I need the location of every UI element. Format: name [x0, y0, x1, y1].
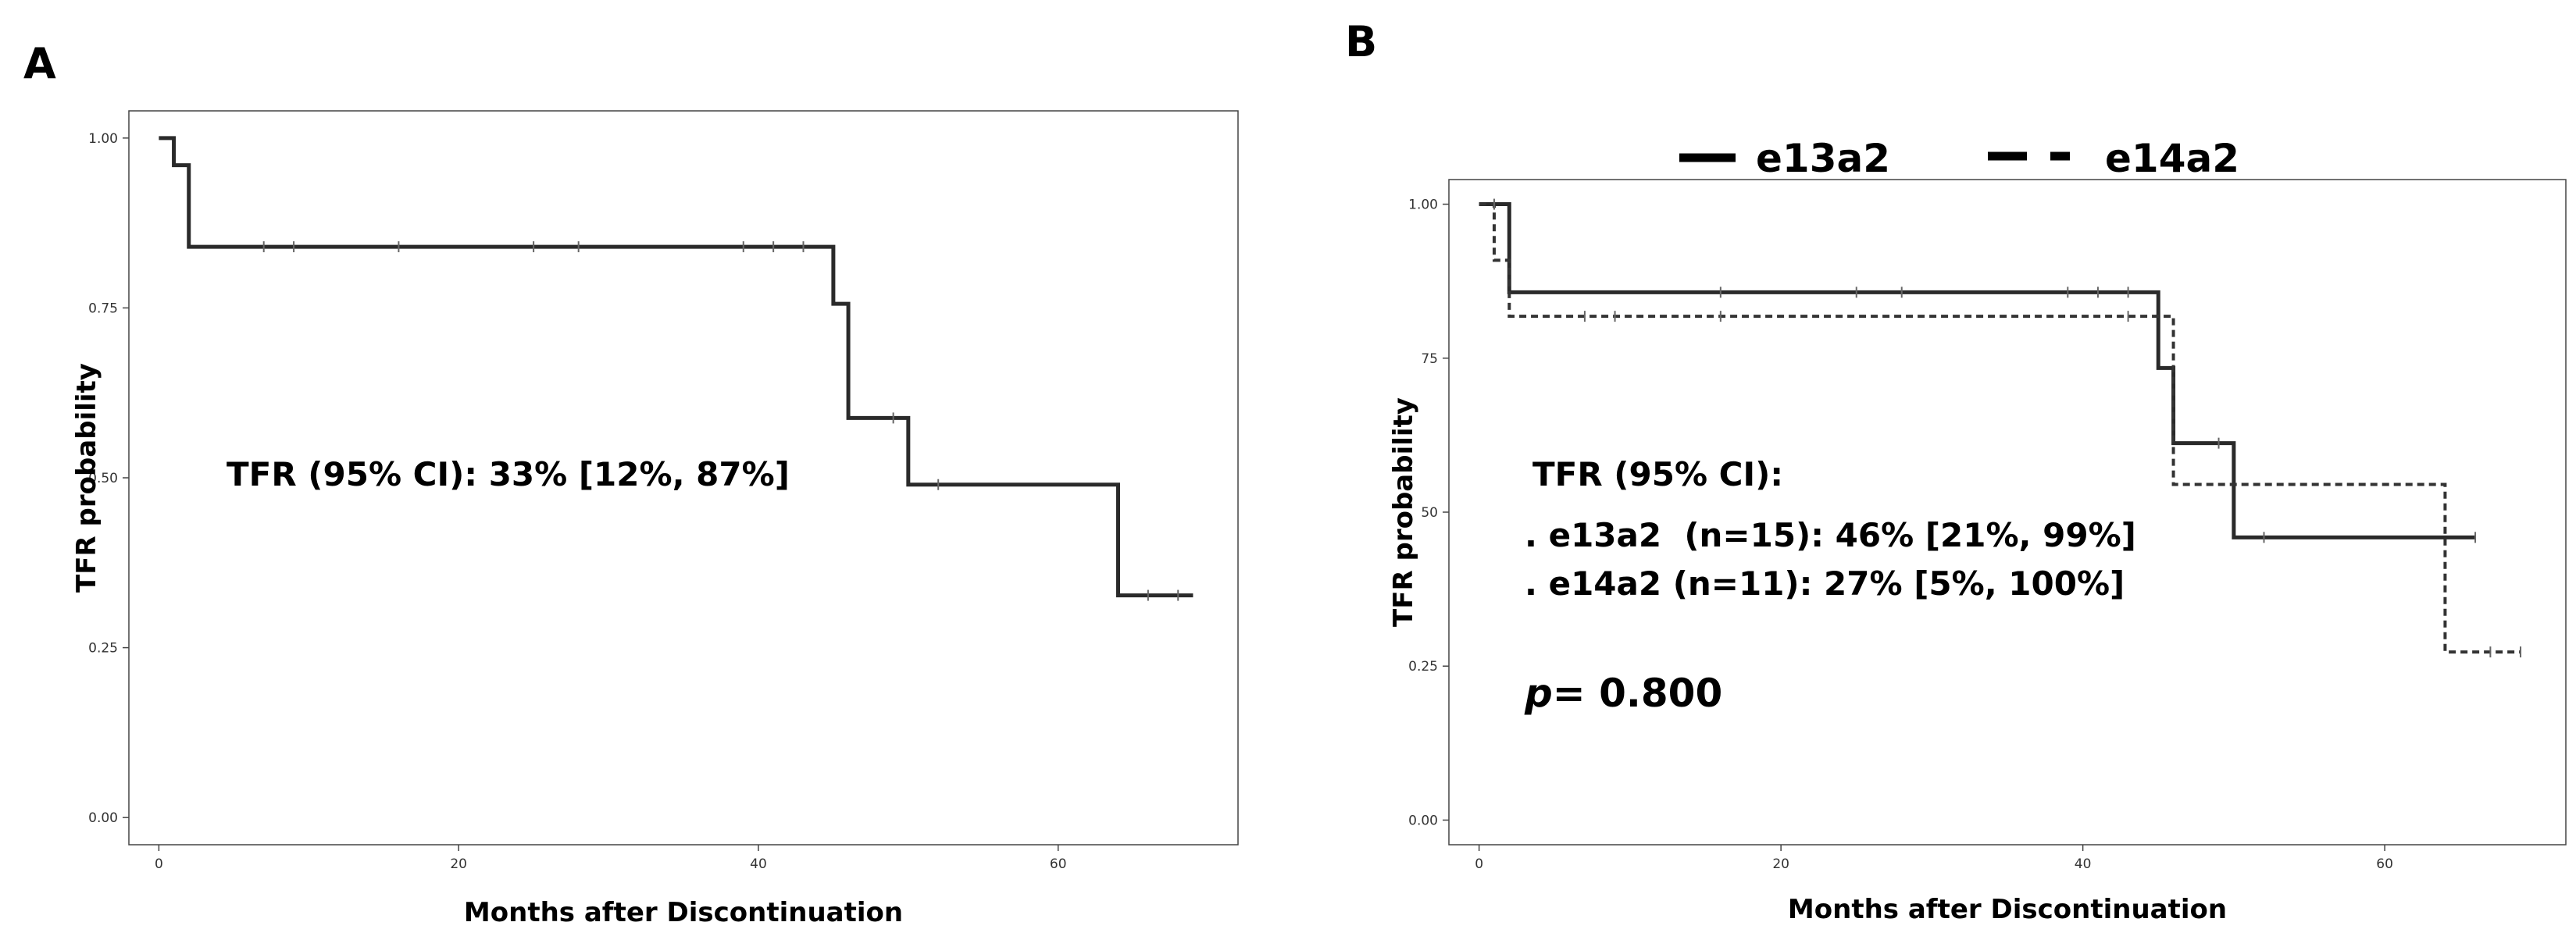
panel-b-x-tick-label: 40 — [2075, 856, 2092, 872]
panel-b-p-value: p= 0.800 — [1524, 671, 1722, 716]
panel-a-y-axis-label: TFR probability — [71, 363, 102, 593]
panel-b-ticks: 0 20 40 60 0.00 0.25 50 75 1.00 — [1408, 198, 2393, 872]
panel-b-curve-e14a2 — [1479, 202, 2521, 654]
panel-a-x-axis-label: Months after Discontinuation — [464, 897, 903, 928]
p-value-symbol: p — [1524, 671, 1553, 716]
panel-a-y-tick-label: 0.00 — [88, 810, 118, 826]
panel-b-curve-e13a2 — [1479, 202, 2476, 539]
panel-b-curves — [1479, 198, 2522, 658]
p-value-number: = 0.800 — [1553, 671, 1722, 716]
panel-b-y-tick-label: 1.00 — [1408, 198, 1438, 213]
panel-a-x-tick-label: 20 — [450, 856, 467, 872]
panel-a-y-tick-label: 0.25 — [88, 641, 118, 657]
panel-b-y-tick-label: 50 — [1421, 505, 1438, 521]
panel-b-label: B — [1345, 17, 1377, 66]
legend-e13a2-label: e13a2 — [1756, 136, 1890, 181]
panel-a-y-tick-label: 0.50 — [88, 471, 118, 486]
panel-a-x-tick-label: 40 — [750, 856, 767, 872]
panel-b-y-tick-label: 0.00 — [1408, 813, 1438, 828]
panel-a: A 0 20 40 60 0.00 0.25 0.50 0.75 1.00 Months aft… — [23, 39, 1239, 928]
panel-b-tfr-e13a2: . e13a2 (n=15): 46% [21%, 99%] — [1525, 516, 2136, 554]
panel-b-x-tick-label: 60 — [2376, 856, 2393, 872]
panel-b-legend: e13a2 e14a2 — [1679, 136, 2239, 181]
panel-b-x-axis-label: Months after Discontinuation — [1788, 894, 2227, 925]
panel-a-y-tick-label: 1.00 — [88, 131, 118, 147]
panel-a-curve-all-patients — [159, 136, 1193, 598]
panel-a-x-tick-label: 0 — [155, 856, 163, 872]
panel-b-y-axis-label: TFR probability — [1388, 397, 1419, 627]
panel-b-x-tick-label: 0 — [1475, 856, 1483, 872]
panel-a-ticks: 0 20 40 60 0.00 0.25 0.50 0.75 1.00 — [88, 131, 1066, 872]
panel-a-label: A — [23, 39, 56, 88]
panel-b-tfr-title: TFR (95% CI): — [1532, 455, 1783, 493]
panel-a-x-tick-label: 60 — [1050, 856, 1067, 872]
panel-b-y-tick-label: 0.25 — [1408, 659, 1438, 675]
panel-b-y-tick-label: 75 — [1421, 351, 1438, 367]
panel-a-curves — [159, 136, 1193, 601]
panel-a-y-tick-label: 0.75 — [88, 301, 118, 316]
panel-b: B e13a2 e14a2 0 20 40 60 0.00 0.25 50 75 1.00 Mo… — [1345, 17, 2567, 925]
panel-a-tfr-annotation: TFR (95% CI): 33% [12%, 87%] — [227, 455, 790, 493]
panel-b-plot-frame — [1448, 179, 2567, 846]
panel-b-tfr-e14a2: . e14a2 (n=11): 27% [5%, 100%] — [1525, 564, 2125, 603]
panel-b-x-tick-label: 20 — [1772, 856, 1789, 872]
legend-e14a2-label: e14a2 — [2105, 136, 2239, 181]
